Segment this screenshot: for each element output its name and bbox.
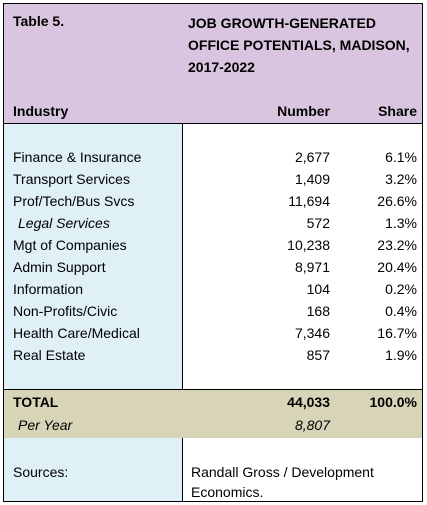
row-share: 6.1% [385,149,417,165]
per-year-number: 8,807 [294,417,330,433]
office-potentials-table: Table 5. JOB GROWTH-GENERATED OFFICE POT… [3,3,423,502]
table-title: JOB GROWTH-GENERATED OFFICE POTENTIALS, … [188,15,410,75]
total-number: 44,033 [287,394,330,410]
row-industry: Admin Support [13,259,106,275]
row-industry: Real Estate [13,347,86,363]
row-share: 0.4% [385,303,417,319]
row-share: 16.7% [377,325,417,341]
row-share: 0.2% [385,281,417,297]
sources-label-cell [4,438,183,501]
row-number: 7,346 [294,325,330,341]
header-number: Number [277,103,330,119]
row-share: 26.6% [377,193,417,209]
sources-text-cell [183,438,422,501]
row-number: 168 [306,303,330,319]
row-number: 1,409 [294,171,330,187]
row-industry: Transport Services [13,171,130,187]
per-year-label: Per Year [18,417,73,433]
row-industry: Finance & Insurance [13,149,142,165]
sources-label: Sources: [13,464,69,480]
row-number: 8,971 [294,259,330,275]
row-share: 1.3% [385,215,417,231]
row-industry: Legal Services [18,215,110,231]
row-number: 2,677 [294,149,330,165]
row-share: 23.2% [377,237,417,253]
row-number: 10,238 [287,237,330,253]
row-share: 1.9% [385,347,417,363]
values-column-bg [183,124,422,389]
row-share: 3.2% [385,171,417,187]
row-number: 11,694 [288,193,330,209]
row-number: 104 [306,281,330,297]
row-number: 857 [306,347,330,363]
sources-text-line2: Economics. [191,484,264,500]
total-share: 100.0% [369,394,417,410]
industry-column-bg [4,124,183,389]
total-band [4,389,422,439]
sources-text-line1: Randall Gross / Development [191,464,374,480]
row-industry: Health Care/Medical [13,325,140,341]
total-label: TOTAL [13,394,59,410]
table-label: Table 5. [13,13,65,29]
row-industry: Information [13,281,84,297]
header-industry: Industry [13,103,69,119]
row-number: 572 [306,215,330,231]
row-industry: Mgt of Companies [13,237,127,253]
table-header [4,4,422,124]
row-industry: Non-Profits/Civic [13,303,118,319]
row-industry: Prof/Tech/Bus Svcs [13,193,135,209]
header-share: Share [378,103,417,119]
row-share: 20.4% [377,259,417,275]
